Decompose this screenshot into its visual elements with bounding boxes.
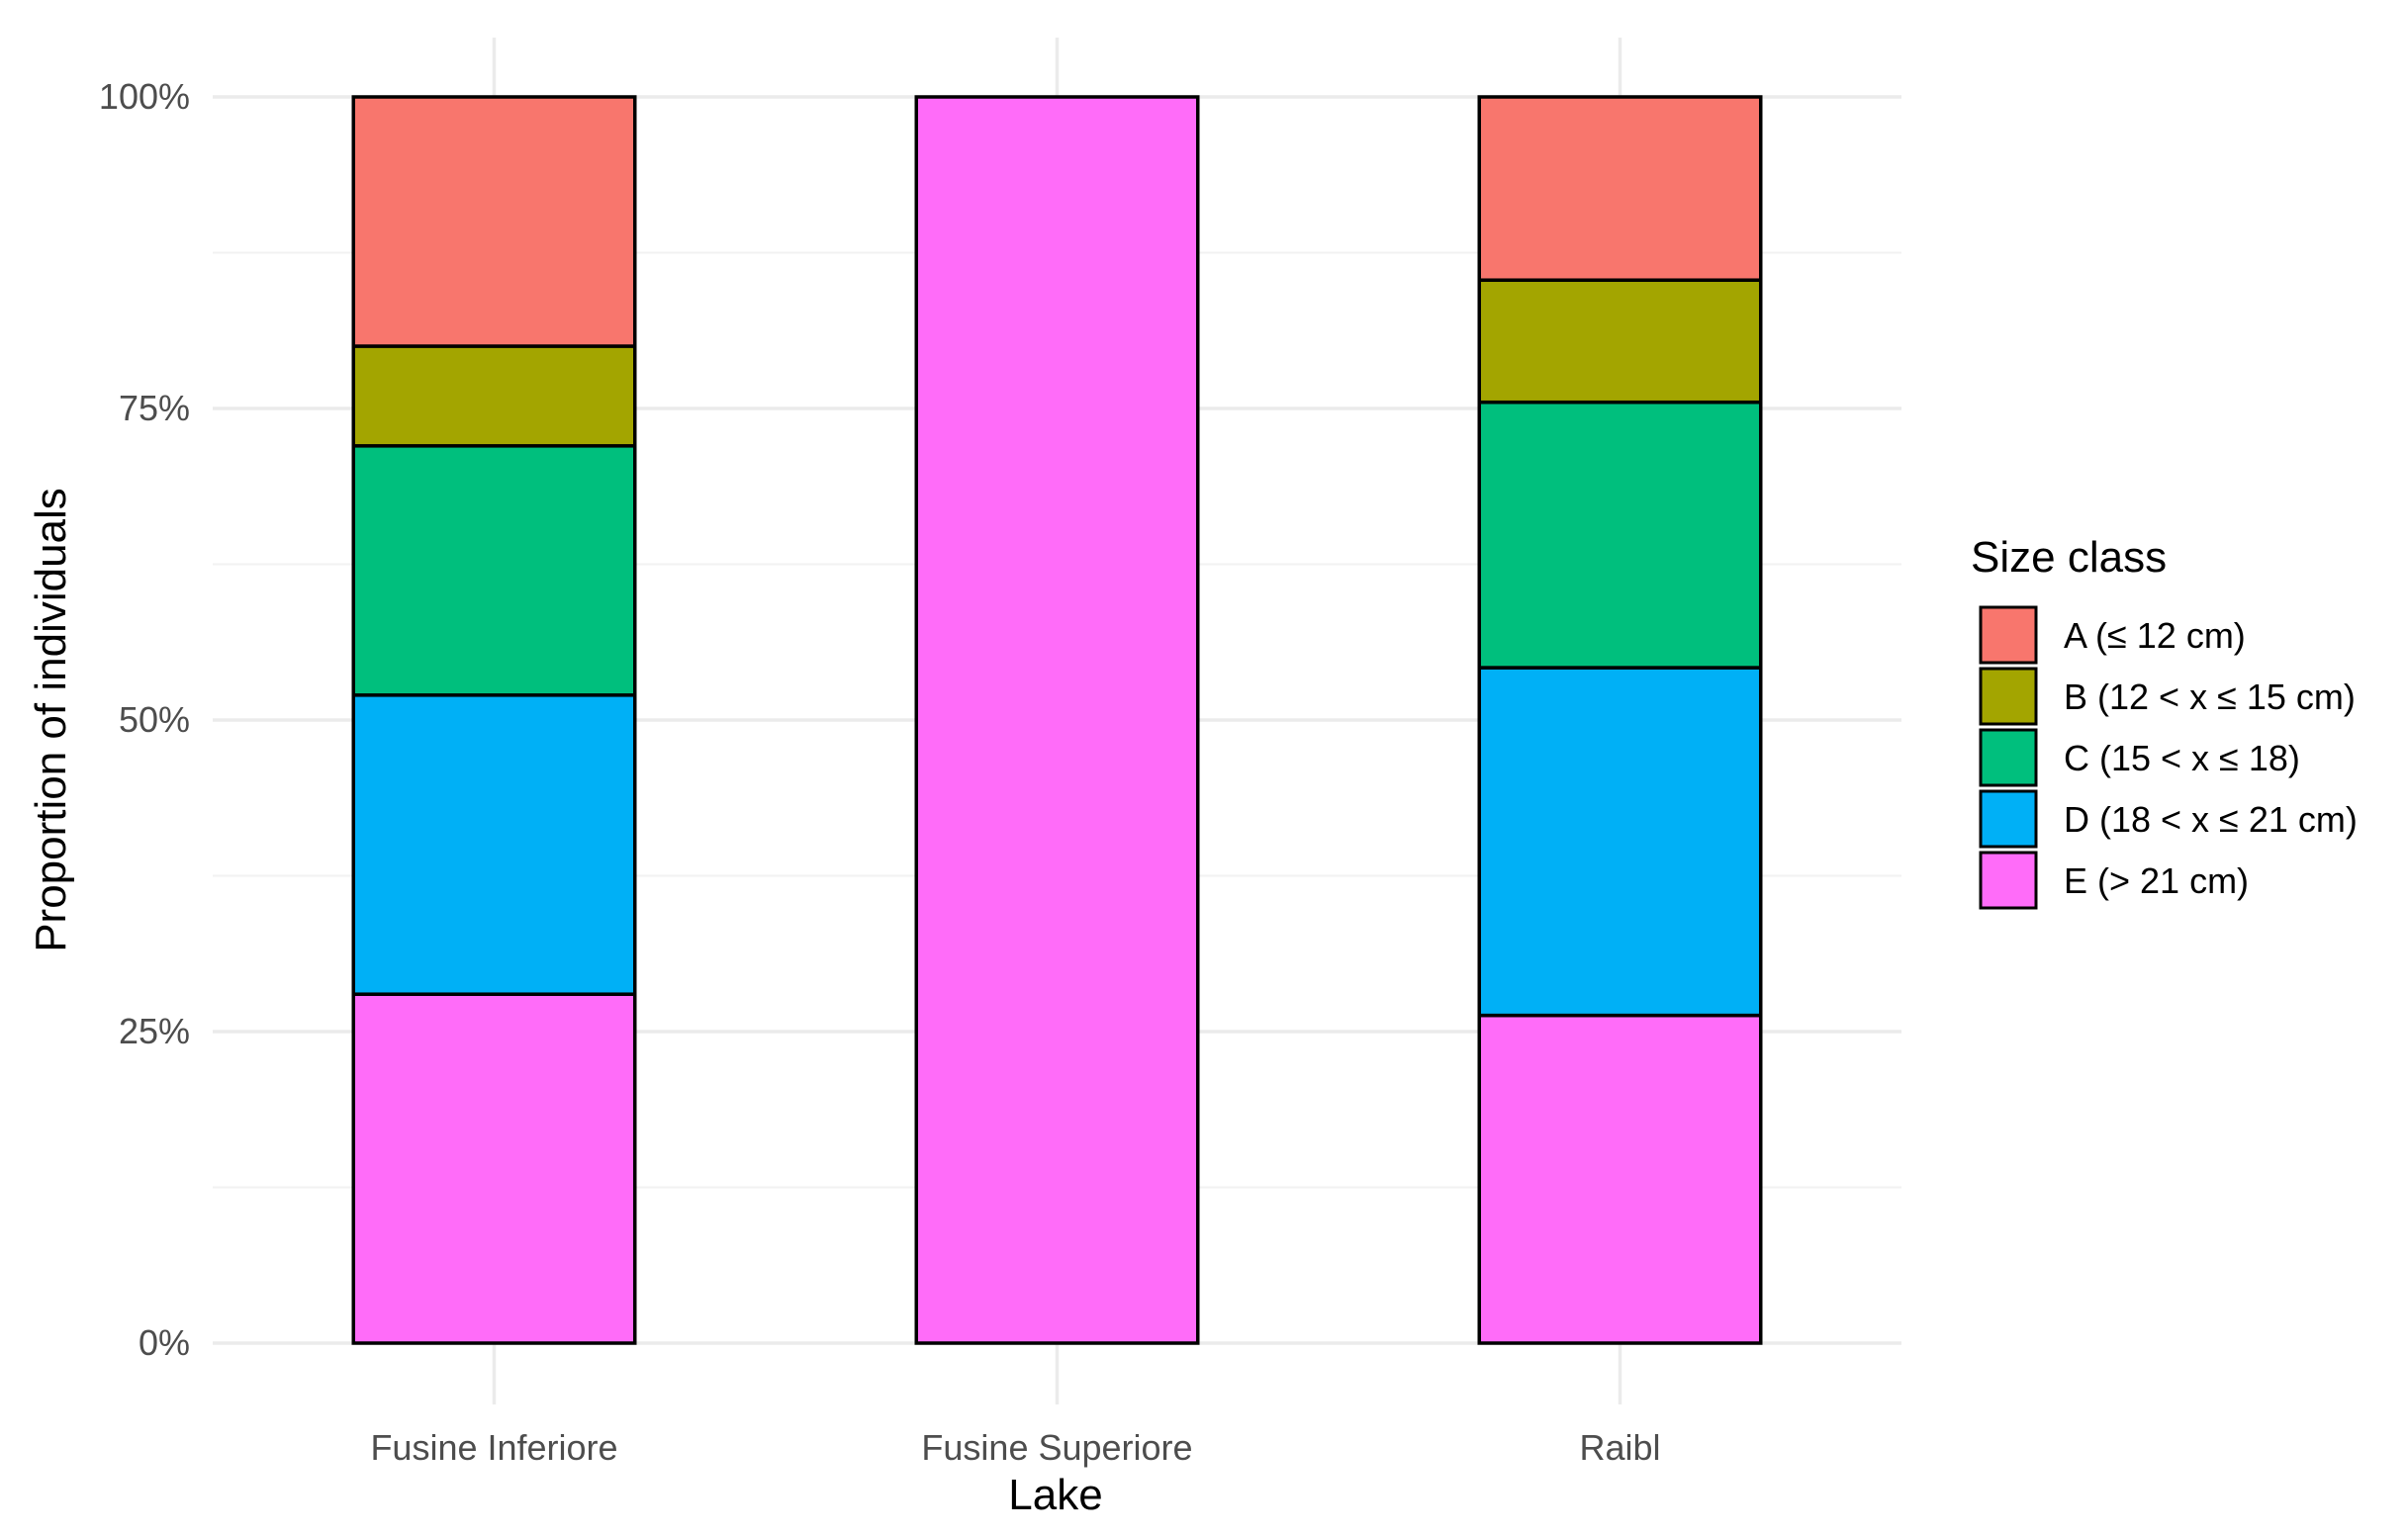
- bar-segment: [351, 693, 637, 996]
- x-tick-labels: Fusine Inferiore Fusine Superiore Raibl: [370, 1427, 1660, 1468]
- legend-label: E (> 21 cm): [2064, 860, 2249, 901]
- bars: [351, 95, 1763, 1345]
- bar-segment: [1477, 1013, 1763, 1345]
- bar-segment: [1477, 666, 1763, 1018]
- bar-segment: [1477, 400, 1763, 670]
- bar-segment: [351, 992, 637, 1345]
- bar-segment: [351, 344, 637, 448]
- bar-segment: [1477, 95, 1763, 282]
- legend-swatch: [1979, 728, 2038, 787]
- bar-segment: [351, 95, 637, 348]
- legend-label: C (15 < x ≤ 18): [2064, 738, 2300, 778]
- y-tick-label: 75%: [119, 388, 190, 428]
- legend-title: Size class: [1971, 533, 2167, 582]
- legend-label: B (12 < x ≤ 15 cm): [2064, 677, 2356, 717]
- y-axis-title: Proportion of individuals: [27, 488, 75, 952]
- y-tick-label: 25%: [119, 1011, 190, 1051]
- y-tick-labels: 0% 25% 50% 75% 100%: [99, 76, 190, 1363]
- x-tick-label: Fusine Superiore: [921, 1427, 1192, 1468]
- legend-label: A (≤ 12 cm): [2064, 615, 2246, 656]
- bar-segment: [351, 444, 637, 697]
- x-tick-label: Raibl: [1579, 1427, 1660, 1468]
- bar-segment: [1477, 278, 1763, 405]
- legend-swatch: [1979, 789, 2038, 849]
- legend-swatch: [1979, 667, 2038, 726]
- x-tick-label: Fusine Inferiore: [370, 1427, 617, 1468]
- legend-label: D (18 < x ≤ 21 cm): [2064, 799, 2358, 840]
- legend-swatch: [1979, 605, 2038, 665]
- legend-swatch: [1979, 851, 2038, 910]
- y-tick-label: 50%: [119, 699, 190, 740]
- legend: A (≤ 12 cm) B (12 < x ≤ 15 cm) C (15 < x ≤…: [1979, 605, 2358, 910]
- bar-segment: [914, 95, 1200, 1345]
- y-tick-label: 100%: [99, 76, 190, 117]
- x-axis-title: Lake: [1008, 1471, 1102, 1519]
- y-tick-label: 0%: [139, 1322, 190, 1363]
